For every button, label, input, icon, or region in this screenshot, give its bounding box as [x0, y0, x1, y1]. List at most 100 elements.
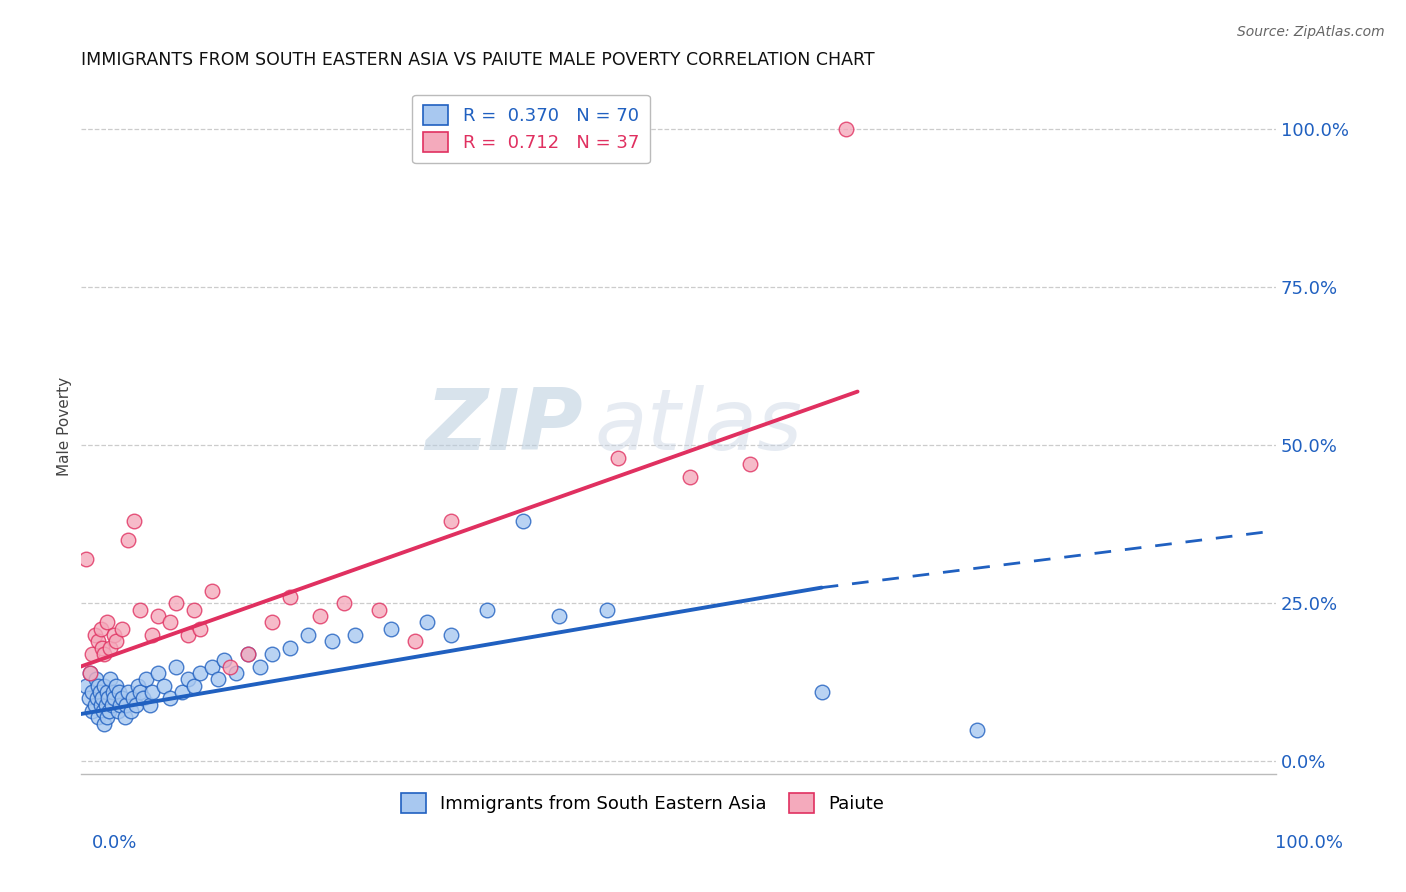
Point — [91, 704, 114, 718]
Point — [96, 710, 118, 724]
Legend: Immigrants from South Eastern Asia, Paiute: Immigrants from South Eastern Asia, Paiu… — [389, 782, 896, 824]
Point — [93, 679, 115, 693]
Point — [159, 691, 181, 706]
Point — [124, 698, 146, 712]
Point — [93, 716, 115, 731]
Point — [98, 704, 121, 718]
Point — [115, 698, 138, 712]
Point — [82, 685, 104, 699]
Point — [127, 679, 149, 693]
Point — [83, 698, 105, 712]
Point — [177, 628, 200, 642]
Point — [141, 685, 163, 699]
Point — [89, 685, 111, 699]
Point — [129, 603, 152, 617]
Point — [139, 698, 162, 712]
Point — [91, 640, 114, 655]
Point — [101, 685, 124, 699]
Point — [141, 628, 163, 642]
Text: Source: ZipAtlas.com: Source: ZipAtlas.com — [1237, 25, 1385, 39]
Point — [117, 685, 139, 699]
Point — [94, 698, 117, 712]
Point — [87, 634, 110, 648]
Text: atlas: atlas — [595, 384, 803, 467]
Point — [77, 691, 100, 706]
Point — [344, 628, 367, 642]
Point — [183, 679, 205, 693]
Point — [135, 673, 157, 687]
Point — [117, 533, 139, 548]
Point — [153, 679, 176, 693]
Point — [219, 659, 242, 673]
Point — [595, 603, 617, 617]
Point — [416, 615, 439, 630]
Point — [440, 628, 463, 642]
Point — [90, 622, 112, 636]
Point — [103, 628, 125, 642]
Point — [84, 673, 107, 687]
Point — [105, 679, 128, 693]
Point — [105, 634, 128, 648]
Point — [79, 665, 101, 680]
Point — [308, 609, 330, 624]
Point — [159, 615, 181, 630]
Point — [122, 691, 145, 706]
Point — [129, 685, 152, 699]
Point — [512, 514, 534, 528]
Point — [260, 647, 283, 661]
Point — [93, 647, 115, 661]
Point — [201, 583, 224, 598]
Point — [148, 665, 170, 680]
Point — [297, 628, 319, 642]
Point — [188, 665, 211, 680]
Point — [177, 673, 200, 687]
Point — [96, 685, 118, 699]
Point — [236, 647, 259, 661]
Point — [212, 653, 235, 667]
Text: IMMIGRANTS FROM SOUTH EASTERN ASIA VS PAIUTE MALE POVERTY CORRELATION CHART: IMMIGRANTS FROM SOUTH EASTERN ASIA VS PA… — [80, 51, 875, 69]
Point — [76, 679, 98, 693]
Point — [380, 622, 402, 636]
Point — [131, 691, 153, 706]
Point — [165, 596, 187, 610]
Point — [183, 603, 205, 617]
Point — [225, 665, 247, 680]
Point — [83, 628, 105, 642]
Point — [368, 603, 391, 617]
Point — [100, 673, 122, 687]
Point — [188, 622, 211, 636]
Point — [91, 691, 114, 706]
Point — [111, 622, 134, 636]
Point — [404, 634, 426, 648]
Point — [120, 704, 142, 718]
Point — [107, 685, 129, 699]
Point — [82, 647, 104, 661]
Point — [236, 647, 259, 661]
Text: 0.0%: 0.0% — [91, 834, 136, 852]
Point — [107, 704, 129, 718]
Point — [87, 679, 110, 693]
Point — [76, 552, 98, 566]
Point — [738, 458, 761, 472]
Point — [100, 698, 122, 712]
Point — [321, 634, 343, 648]
Point — [172, 685, 194, 699]
Point — [114, 710, 136, 724]
Point — [124, 514, 146, 528]
Point — [86, 691, 108, 706]
Point — [82, 704, 104, 718]
Point — [207, 673, 229, 687]
Point — [87, 710, 110, 724]
Point — [278, 640, 301, 655]
Text: ZIP: ZIP — [425, 384, 582, 467]
Point — [332, 596, 354, 610]
Point — [148, 609, 170, 624]
Y-axis label: Male Poverty: Male Poverty — [58, 376, 72, 476]
Point — [607, 450, 630, 465]
Point — [249, 659, 271, 673]
Point — [810, 685, 832, 699]
Point — [679, 470, 702, 484]
Point — [96, 615, 118, 630]
Point — [201, 659, 224, 673]
Point — [547, 609, 569, 624]
